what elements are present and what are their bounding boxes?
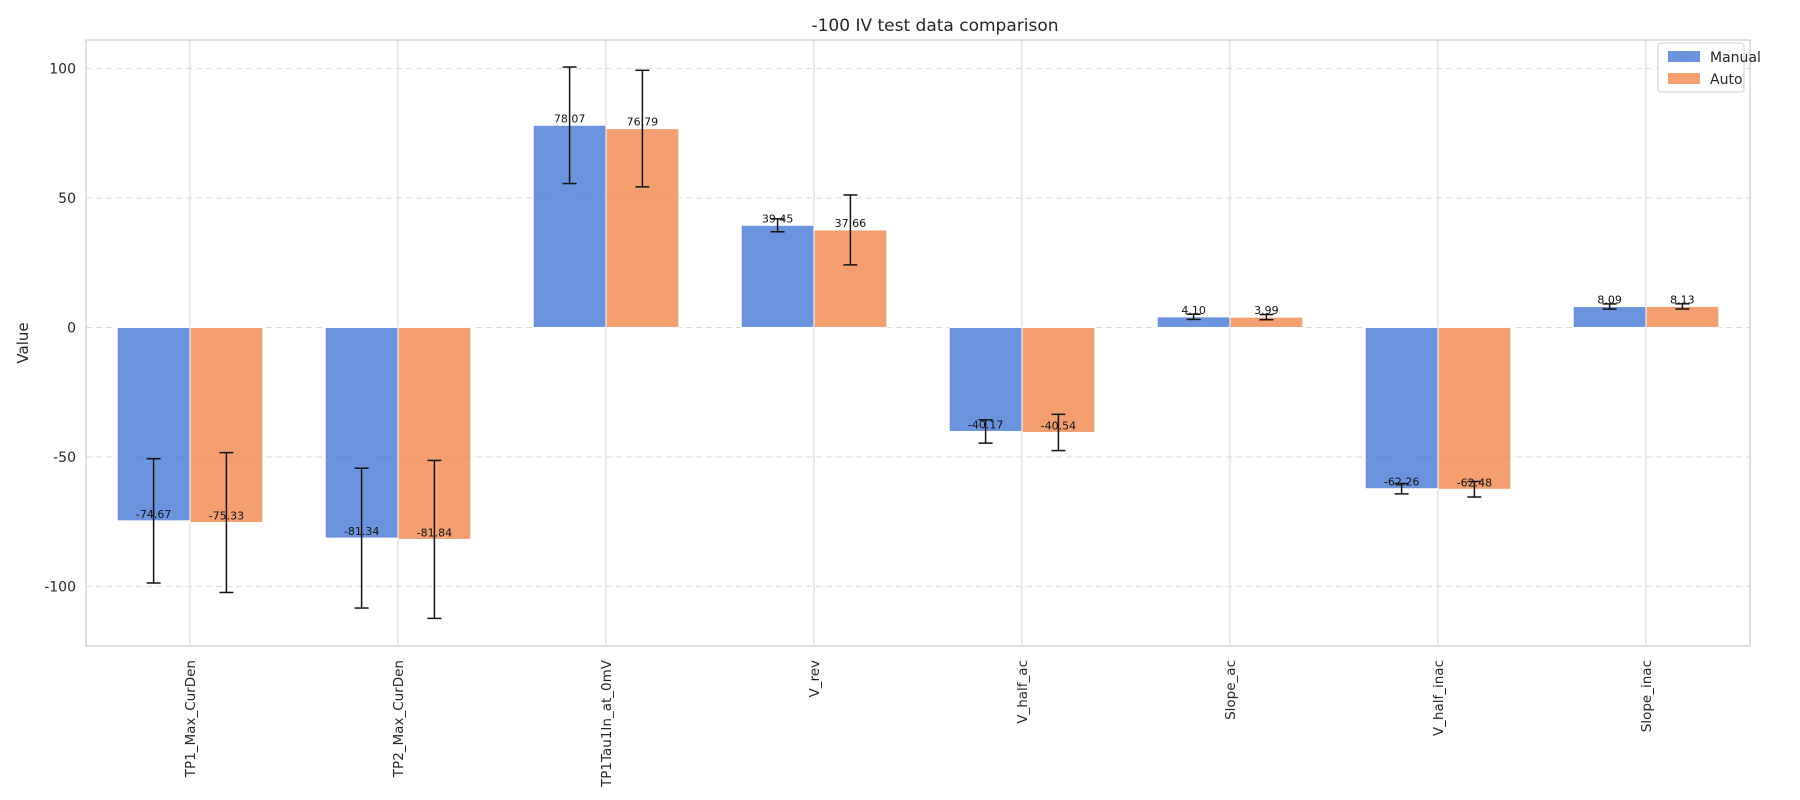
x-tick-label: Slope_inac [1639,660,1655,732]
data-label: -62.26 [1384,476,1419,489]
data-label: -62.48 [1457,476,1492,489]
x-tick-label: TP1_Max_CurDen [183,660,199,778]
data-label: 8.13 [1670,293,1695,306]
x-tick-label: V_rev [807,660,823,698]
chart-title: -100 IV test data comparison [811,16,1058,36]
data-label: 78.07 [554,112,586,125]
legend-label: Manual [1710,50,1761,66]
y-tick-label: -50 [53,450,76,466]
x-tick-label: V_half_inac [1431,660,1447,736]
bars-layer [116,124,1720,540]
data-label: -40.54 [1041,419,1076,432]
data-label: -75.33 [209,510,244,523]
x-ticks-layer: TP1_Max_CurDen TP2_Max_CurDen TP1Tau1In_at… [183,659,1655,788]
data-labels-layer: -74.67 -81.34 78.07 39.45 -40.17 4.10 -62.26 8.… [136,112,1695,539]
plot-frame [85,39,1751,647]
data-label: 76.79 [627,116,659,129]
data-label: -81.34 [344,525,379,538]
data-label: -40.17 [968,418,1003,431]
y-tick-label: 50 [58,191,76,207]
legend-label: Auto [1710,72,1743,88]
error-bars-layer [146,66,1690,620]
legend: Manual Auto [1657,42,1761,93]
x-tick-label: TP2_Max_CurDen [391,660,407,778]
y-tick-label: 0 [67,320,76,336]
bar-manual [1364,326,1439,490]
bar-manual [948,326,1023,432]
legend-swatch [1668,73,1700,84]
y-tick-label: -100 [44,579,76,595]
y-axis-label: Value [14,322,32,363]
data-label: -81.84 [417,526,452,539]
data-label: 37.66 [835,217,867,230]
y-tick-label: 100 [49,61,76,77]
data-label: -74.67 [136,508,171,521]
data-label: 8.09 [1597,294,1622,307]
legend-swatch [1668,51,1700,62]
data-label: 39.45 [762,212,794,225]
x-tick-label: V_half_ac [1015,660,1031,724]
bar-auto [1437,326,1512,490]
bar-manual [740,224,815,328]
data-label: 4.10 [1181,304,1206,317]
x-tick-label: Slope_ac [1223,660,1239,720]
data-label: 3.99 [1254,304,1279,317]
y-ticks-layer: -100 -50 0 50 100 [44,61,76,595]
x-tick-label: TP1Tau1In_at_0mV [599,659,615,788]
